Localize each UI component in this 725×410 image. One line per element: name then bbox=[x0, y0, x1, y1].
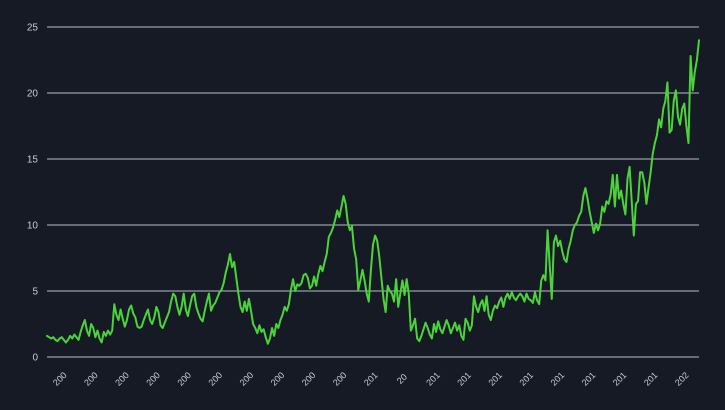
x-axis-ticks: 200 200 200 200 200 200 200 200 200 200 201 20 201 20… bbox=[51, 370, 691, 388]
y-tick-label: 0 bbox=[32, 353, 38, 364]
x-tick-label: 200 bbox=[269, 370, 287, 388]
x-tick-label: 200 bbox=[300, 370, 318, 388]
y-axis-ticks: 0 5 10 15 20 25 bbox=[27, 23, 39, 364]
x-tick-label: 201 bbox=[455, 370, 473, 388]
x-tick-label: 201 bbox=[424, 370, 442, 388]
gridlines bbox=[47, 26, 699, 292]
x-tick-label: 201 bbox=[518, 370, 536, 388]
series-line-0 bbox=[46, 39, 700, 345]
series-layer bbox=[46, 39, 700, 345]
x-tick-label: 200 bbox=[51, 370, 69, 388]
x-tick-label: 200 bbox=[207, 370, 225, 388]
x-tick-label: 202 bbox=[673, 370, 691, 388]
y-tick-label: 15 bbox=[27, 155, 39, 166]
y-tick-label: 5 bbox=[32, 287, 38, 298]
x-tick-label: 201 bbox=[549, 370, 567, 388]
x-tick-label: 200 bbox=[238, 370, 256, 388]
y-tick-label: 20 bbox=[27, 89, 39, 100]
x-tick-label: 200 bbox=[82, 370, 100, 388]
x-tick-label: 201 bbox=[486, 370, 504, 388]
y-tick-label: 25 bbox=[27, 23, 39, 34]
x-tick-label: 201 bbox=[580, 370, 598, 388]
x-tick-label: 200 bbox=[113, 370, 131, 388]
x-tick-label: 201 bbox=[642, 370, 660, 388]
y-tick-label: 10 bbox=[27, 221, 39, 232]
x-tick-label: 201 bbox=[362, 370, 380, 388]
x-tick-label: 200 bbox=[175, 370, 193, 388]
x-tick-label: 20 bbox=[395, 372, 409, 386]
x-tick-label: 201 bbox=[611, 370, 629, 388]
x-tick-label: 200 bbox=[331, 370, 349, 388]
x-tick-label: 200 bbox=[144, 370, 162, 388]
